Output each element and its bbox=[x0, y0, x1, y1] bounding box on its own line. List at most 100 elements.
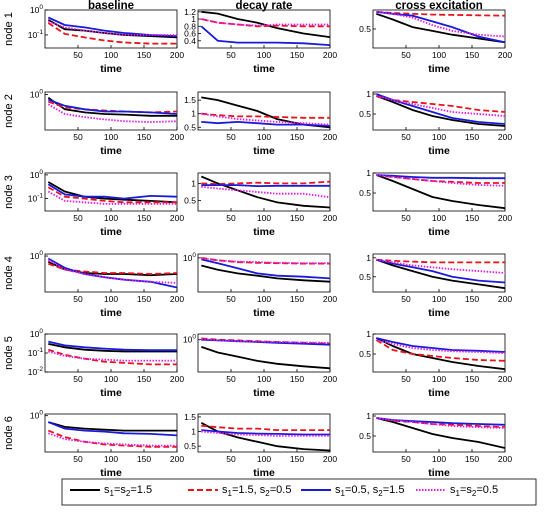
y-tick-label: 100 bbox=[30, 328, 43, 339]
subplot: 1.5 1 0.5 50 100 150 200 time bbox=[184, 91, 337, 157]
series-line bbox=[47, 190, 177, 205]
x-tick-label: 50 bbox=[73, 454, 83, 464]
y-tick-label: 100 bbox=[30, 89, 43, 100]
series-line bbox=[375, 339, 505, 362]
column-title: baseline bbox=[88, 0, 134, 12]
x-tick-label: 50 bbox=[226, 213, 236, 223]
x-axis-label: time bbox=[100, 467, 122, 479]
x-tick-label: 200 bbox=[170, 213, 184, 223]
series-line bbox=[376, 339, 505, 355]
series-line bbox=[201, 429, 330, 436]
x-tick-label: 200 bbox=[170, 132, 184, 142]
x-axis-label: time bbox=[253, 226, 275, 238]
series-line bbox=[47, 22, 177, 45]
series-line bbox=[47, 259, 177, 284]
subplot: 1 0.5 50 100 150 200 time bbox=[359, 168, 512, 238]
y-tick-label: 0.5 bbox=[359, 188, 371, 198]
y-tick-label: 100 bbox=[183, 252, 196, 263]
series-line bbox=[48, 343, 177, 353]
y-tick-label: 1 bbox=[366, 329, 371, 339]
series-line bbox=[48, 421, 177, 432]
x-tick-label: 150 bbox=[465, 132, 479, 142]
series-line bbox=[375, 337, 505, 371]
subplot: 1 0.5 50 100 150 200 time bbox=[359, 89, 512, 157]
y-tick-label: 0.5 bbox=[184, 441, 196, 451]
x-axis-label: time bbox=[100, 307, 122, 319]
series-line bbox=[200, 25, 330, 46]
x-tick-label: 150 bbox=[137, 374, 151, 384]
series-line bbox=[47, 103, 177, 124]
y-tick-label: 1 bbox=[191, 427, 196, 437]
x-tick-label: 100 bbox=[257, 132, 271, 142]
legend-label: s1=s2=1.5 bbox=[104, 484, 152, 498]
y-tick-label: 1.2 bbox=[184, 7, 196, 17]
series-line bbox=[376, 258, 505, 264]
series-line bbox=[376, 174, 505, 184]
series-line bbox=[375, 93, 505, 125]
x-axis-label: time bbox=[253, 63, 275, 75]
x-tick-label: 50 bbox=[226, 50, 236, 60]
y-tick-label: 100 bbox=[30, 410, 43, 421]
y-tick-label: 1 bbox=[191, 14, 196, 24]
x-tick-label: 50 bbox=[73, 132, 83, 142]
series-line bbox=[201, 264, 330, 283]
series-line bbox=[376, 417, 505, 429]
series-line bbox=[201, 424, 330, 431]
series-line bbox=[48, 432, 177, 447]
x-tick-label: 50 bbox=[401, 454, 411, 464]
series-line bbox=[375, 95, 505, 127]
y-tick-label: 1.5 bbox=[184, 412, 196, 422]
x-tick-label: 50 bbox=[73, 213, 83, 223]
y-tick-label: 0.5 bbox=[359, 349, 371, 359]
x-tick-label: 150 bbox=[465, 454, 479, 464]
series-line bbox=[376, 174, 505, 180]
x-tick-label: 100 bbox=[432, 454, 446, 464]
x-axis-label: time bbox=[428, 467, 450, 479]
y-tick-label: 0.4 bbox=[184, 36, 196, 46]
x-axis-label: time bbox=[100, 145, 122, 157]
x-axis-label: time bbox=[428, 387, 450, 399]
x-axis-label: time bbox=[428, 63, 450, 75]
y-tick-label: 1.5 bbox=[184, 95, 196, 105]
series-line bbox=[376, 11, 505, 44]
x-tick-label: 100 bbox=[104, 50, 118, 60]
x-tick-label: 200 bbox=[323, 132, 337, 142]
x-tick-label: 200 bbox=[170, 374, 184, 384]
series-line bbox=[376, 11, 505, 38]
series-line bbox=[48, 262, 177, 275]
x-tick-label: 50 bbox=[226, 374, 236, 384]
y-tick-label: 100 bbox=[183, 334, 196, 345]
series-line bbox=[201, 257, 330, 265]
series-line bbox=[201, 185, 330, 199]
x-axis-label: time bbox=[253, 387, 275, 399]
series-line bbox=[376, 258, 505, 274]
y-tick-label: 100 bbox=[30, 250, 43, 261]
x-tick-label: 200 bbox=[323, 50, 337, 60]
x-tick-label: 150 bbox=[465, 50, 479, 60]
x-tick-label: 200 bbox=[323, 374, 337, 384]
x-tick-label: 100 bbox=[104, 454, 118, 464]
x-tick-label: 50 bbox=[73, 374, 83, 384]
series-line bbox=[376, 12, 505, 44]
row-label: node 5 bbox=[3, 336, 15, 370]
y-tick-label: 0.5 bbox=[359, 109, 371, 119]
x-tick-label: 200 bbox=[170, 50, 184, 60]
series-line bbox=[376, 95, 505, 113]
x-tick-label: 150 bbox=[290, 454, 304, 464]
series-line bbox=[201, 338, 330, 346]
subplot: 1 0.5 50 100 150 200 time bbox=[184, 172, 337, 238]
series-line bbox=[376, 337, 505, 353]
y-tick-label: 100 bbox=[30, 169, 43, 180]
y-tick-label: 10-1 bbox=[28, 29, 44, 40]
row-label: node 4 bbox=[3, 256, 15, 290]
series-line bbox=[201, 430, 330, 437]
subplot: 100 50 100 150 200 time bbox=[183, 252, 337, 319]
series-line bbox=[47, 181, 177, 204]
series-line bbox=[47, 421, 177, 437]
x-tick-label: 50 bbox=[226, 454, 236, 464]
x-tick-label: 100 bbox=[432, 213, 446, 223]
x-tick-label: 200 bbox=[323, 213, 337, 223]
series-line bbox=[47, 96, 177, 117]
x-tick-label: 150 bbox=[137, 213, 151, 223]
